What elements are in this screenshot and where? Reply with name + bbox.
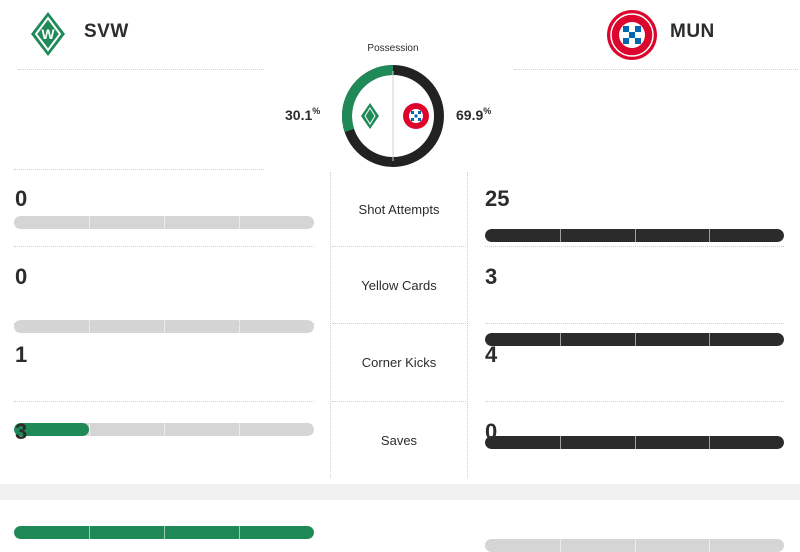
bar-segment-divider bbox=[89, 320, 90, 333]
bar-segment-divider bbox=[634, 539, 636, 552]
divider bbox=[332, 246, 466, 247]
divider bbox=[485, 401, 784, 402]
away-team-abbr[interactable]: MUN bbox=[670, 21, 715, 42]
divider bbox=[485, 246, 784, 247]
away-stat-value: 4 bbox=[485, 342, 498, 367]
home-stat-bar bbox=[14, 320, 314, 333]
divider bbox=[14, 246, 314, 247]
bar-segment-divider bbox=[709, 539, 711, 552]
home-stat-value: 3 bbox=[15, 419, 28, 444]
footer-strip bbox=[0, 484, 800, 500]
divider bbox=[332, 323, 466, 324]
divider bbox=[14, 323, 314, 324]
bar-segment-divider bbox=[559, 436, 561, 449]
bar-segment-divider bbox=[709, 333, 711, 346]
bar-segment-divider bbox=[239, 216, 240, 229]
possession-label: Possession bbox=[367, 43, 419, 54]
bar-segment-divider bbox=[634, 436, 636, 449]
away-stat-bar bbox=[485, 436, 784, 449]
away-stat-bar bbox=[485, 229, 784, 242]
divider bbox=[514, 69, 798, 70]
bar-segment-divider bbox=[239, 526, 240, 539]
home-team-logo[interactable]: W bbox=[28, 10, 68, 58]
divider bbox=[485, 323, 784, 324]
divider bbox=[467, 172, 468, 478]
away-team-logo[interactable] bbox=[606, 9, 658, 61]
stat-label: Saves bbox=[380, 433, 418, 448]
away-stat-bar bbox=[485, 539, 784, 552]
bar-segment-divider bbox=[634, 333, 636, 346]
away-stat-value: 3 bbox=[485, 264, 498, 289]
bar-segment-divider bbox=[239, 320, 240, 333]
home-stat-bar-fill bbox=[14, 423, 89, 436]
home-stat-value: 1 bbox=[15, 342, 28, 367]
home-stat-bar bbox=[14, 526, 314, 539]
bar-segment-divider bbox=[164, 216, 165, 229]
divider bbox=[330, 172, 331, 478]
bayern-munich-crest-icon bbox=[607, 10, 657, 60]
bar-segment-divider bbox=[559, 539, 561, 552]
possession-home-value: 30.1% bbox=[285, 106, 321, 123]
bar-segment-divider bbox=[634, 229, 636, 242]
divider bbox=[18, 69, 264, 70]
svg-text:W: W bbox=[41, 26, 55, 42]
bar-segment-divider bbox=[709, 229, 711, 242]
bar-segment-divider bbox=[709, 436, 711, 449]
home-team-abbr[interactable]: SVW bbox=[84, 21, 129, 42]
away-stat-bar bbox=[485, 333, 784, 346]
stat-label: Corner Kicks bbox=[361, 355, 437, 370]
bar-segment-divider bbox=[164, 320, 165, 333]
home-stat-value: 0 bbox=[15, 186, 28, 211]
werder-bremen-crest-icon: W bbox=[31, 12, 65, 56]
divider bbox=[332, 401, 466, 402]
bar-segment-divider bbox=[89, 216, 90, 229]
bar-segment-divider bbox=[89, 526, 90, 539]
divider bbox=[14, 401, 314, 402]
home-stat-bar bbox=[14, 216, 314, 229]
away-stat-value: 25 bbox=[485, 186, 510, 211]
bar-segment-divider bbox=[164, 526, 165, 539]
home-stat-value: 0 bbox=[15, 264, 28, 289]
home-stat-bar bbox=[14, 423, 314, 436]
bar-segment-divider bbox=[239, 423, 240, 436]
werder-bremen-crest-icon bbox=[361, 103, 379, 129]
away-stat-value: 0 bbox=[485, 419, 498, 444]
bar-segment-divider bbox=[559, 229, 561, 242]
possession-away-value: 69.9% bbox=[456, 106, 492, 123]
possession-donut bbox=[340, 63, 446, 169]
bar-segment-divider bbox=[559, 333, 561, 346]
bar-segment-divider bbox=[164, 423, 165, 436]
bayern-munich-crest-icon bbox=[403, 103, 429, 129]
possession-home-arc bbox=[342, 65, 394, 133]
divider bbox=[14, 169, 264, 170]
stat-label: Yellow Cards bbox=[361, 278, 437, 293]
bar-segment-divider bbox=[89, 423, 90, 436]
stat-label: Shot Attempts bbox=[358, 202, 440, 217]
